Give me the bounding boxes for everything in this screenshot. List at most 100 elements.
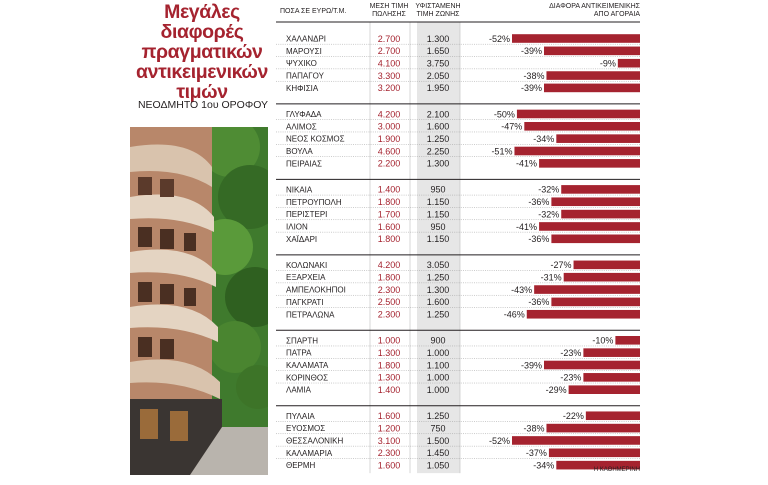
zone-price: 1.000 bbox=[427, 348, 450, 358]
diff-bar bbox=[514, 146, 640, 156]
diff-label: -50% bbox=[494, 109, 515, 119]
diff-label: -38% bbox=[523, 71, 544, 81]
zone-price: 1.500 bbox=[427, 436, 450, 446]
diff-bar bbox=[539, 222, 640, 231]
diff-label: -34% bbox=[533, 460, 554, 470]
diff-bar bbox=[556, 134, 640, 143]
city-label: ΠΑΤΡΑ bbox=[286, 349, 312, 358]
city-label: ΠΕΡΙΣΤΕΡΙ bbox=[286, 210, 327, 219]
city-label: ΠΕΤΡΑΛΩΝΑ bbox=[286, 310, 335, 319]
market-price: 1.000 bbox=[378, 336, 401, 346]
market-price: 1.800 bbox=[378, 360, 401, 370]
city-label: ΠΑΠΑΓΟΥ bbox=[286, 72, 325, 81]
zone-price: 1.100 bbox=[427, 360, 450, 370]
zone-price: 1.150 bbox=[427, 209, 450, 219]
city-label: ΠΑΓΚΡΑΤΙ bbox=[286, 298, 323, 307]
diff-bar bbox=[583, 373, 640, 382]
diff-bar bbox=[568, 385, 640, 394]
diff-bar bbox=[551, 234, 640, 244]
header-diff-line1: ΔΙΑΦΟΡΑ ΑΝΤΙΚΕΙΜΕΝΙΚΗΣ bbox=[549, 3, 641, 10]
market-price: 1.400 bbox=[378, 185, 401, 195]
zone-price: 950 bbox=[430, 222, 445, 232]
market-price: 2.300 bbox=[378, 310, 401, 320]
zone-price: 1.000 bbox=[427, 373, 450, 383]
city-label: ΑΛΙΜΟΣ bbox=[286, 122, 317, 131]
market-price: 1.300 bbox=[378, 373, 401, 383]
city-label: ΠΕΤΡΟΥΠΟΛΗ bbox=[286, 198, 342, 207]
market-price: 1.700 bbox=[378, 209, 401, 219]
city-label: ΚΑΛΑΜΑΤΑ bbox=[286, 361, 329, 370]
market-price: 1.200 bbox=[378, 423, 401, 433]
diff-label: -36% bbox=[528, 297, 549, 307]
diff-label: -46% bbox=[504, 310, 525, 320]
zone-price: 2.250 bbox=[427, 146, 450, 156]
diff-bar bbox=[617, 58, 640, 68]
city-label: ΠΕΙΡΑΙΑΣ bbox=[286, 159, 322, 168]
diff-bar bbox=[526, 309, 640, 319]
zone-price: 1.250 bbox=[427, 134, 450, 144]
market-price: 1.600 bbox=[378, 222, 401, 232]
city-label: ΛΑΜΙΑ bbox=[286, 386, 312, 395]
zone-price: 1.600 bbox=[427, 297, 450, 307]
market-price: 2.700 bbox=[378, 34, 401, 44]
zone-price: 1.300 bbox=[427, 34, 450, 44]
market-price: 1.400 bbox=[378, 385, 401, 395]
diff-label: -47% bbox=[501, 122, 522, 132]
header-unit: ΠΟΣΑ ΣΕ ΕΥΡΩ/Τ.Μ. bbox=[280, 8, 346, 15]
diff-label: -36% bbox=[528, 234, 549, 244]
diff-bar bbox=[561, 209, 640, 219]
city-label: ΝΕΟΣ ΚΟΣΜΟΣ bbox=[286, 135, 345, 144]
diff-bar bbox=[516, 109, 640, 119]
zone-price: 1.000 bbox=[427, 385, 450, 395]
diff-bar bbox=[544, 83, 640, 93]
diff-bar bbox=[551, 197, 640, 207]
city-label: ΘΕΣΣΑΛΟΝΙΚΗ bbox=[286, 436, 344, 445]
diff-label: -10% bbox=[592, 336, 613, 346]
diff-label: -23% bbox=[560, 348, 581, 358]
diff-bar bbox=[583, 348, 640, 357]
zone-price: 900 bbox=[430, 336, 445, 346]
city-label: ΨΥΧΙΚΟ bbox=[286, 59, 317, 68]
diff-label: -39% bbox=[521, 46, 542, 56]
title-line: διαφορές bbox=[160, 21, 244, 43]
city-label: ΓΛΥΦΑΔΑ bbox=[286, 110, 322, 119]
market-price: 2.300 bbox=[378, 448, 401, 458]
zone-price: 950 bbox=[430, 185, 445, 195]
zone-price: 1.650 bbox=[427, 46, 450, 56]
zone-price: 1.150 bbox=[427, 234, 450, 244]
diff-label: -32% bbox=[538, 209, 559, 219]
diff-bar bbox=[585, 411, 640, 421]
market-price: 1.600 bbox=[378, 460, 401, 470]
diff-bar bbox=[551, 297, 640, 307]
zone-price: 750 bbox=[430, 423, 445, 433]
market-price: 3.200 bbox=[378, 83, 401, 93]
credit-text: Η ΚΑΘΗΜΕΡΙΝΗ bbox=[593, 467, 640, 473]
diff-label: -31% bbox=[541, 273, 562, 283]
diff-label: -34% bbox=[533, 134, 554, 144]
city-label: ΚΑΛΑΜΑΡΙΑ bbox=[286, 449, 333, 458]
diff-label: -43% bbox=[511, 285, 532, 295]
city-label: ΙΛΙΟΝ bbox=[286, 222, 308, 231]
diff-label: -39% bbox=[521, 83, 542, 93]
diff-bar bbox=[546, 423, 640, 433]
zone-price: 1.250 bbox=[427, 310, 450, 320]
market-price: 2.300 bbox=[378, 285, 401, 295]
title-line: τιμών bbox=[176, 81, 228, 103]
market-price: 1.800 bbox=[378, 234, 401, 244]
diff-label: -41% bbox=[516, 222, 537, 232]
chart-title: Μεγάλες διαφορές πραγματικών αντικειμενι… bbox=[132, 2, 272, 102]
market-price: 4.200 bbox=[378, 260, 401, 270]
zone-price: 3.050 bbox=[427, 260, 450, 270]
zone-price: 2.050 bbox=[427, 71, 450, 81]
zone-price: 2.100 bbox=[427, 109, 450, 119]
market-price: 3.100 bbox=[378, 436, 401, 446]
city-label: ΕΞΑΡΧΕΙΑ bbox=[286, 273, 326, 282]
zone-price: 1.150 bbox=[427, 197, 450, 207]
market-price: 1.600 bbox=[378, 411, 401, 421]
diff-label: -32% bbox=[538, 185, 559, 195]
diff-bar bbox=[539, 159, 640, 168]
zone-price: 1.450 bbox=[427, 448, 450, 458]
city-label: ΕΥΟΣΜΟΣ bbox=[286, 424, 325, 433]
diff-label: -27% bbox=[551, 260, 572, 270]
market-price: 4.600 bbox=[378, 146, 401, 156]
